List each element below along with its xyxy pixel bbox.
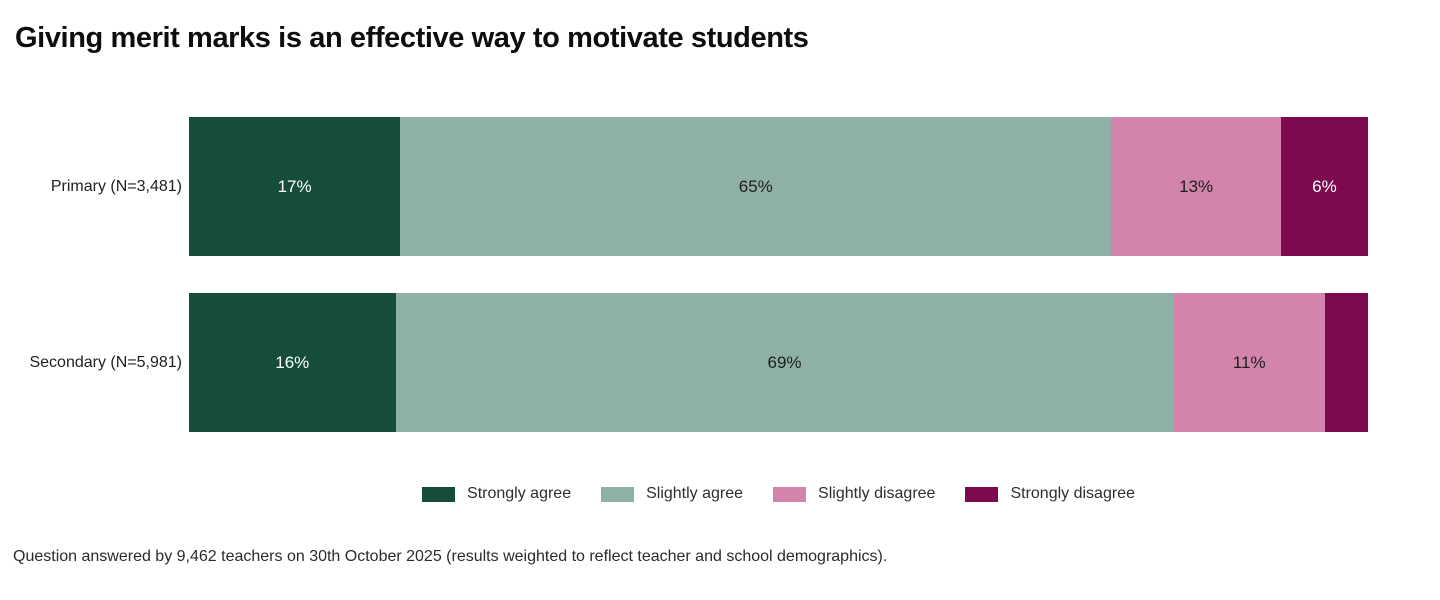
- legend-item-slightly-disagree: Slightly disagree: [773, 485, 935, 503]
- segment-strongly-agree: 17%: [189, 117, 401, 256]
- stacked-bar: 17% 65% 13% 6%: [189, 117, 1368, 256]
- legend-label: Slightly agree: [646, 485, 744, 502]
- value-label: 6%: [1312, 176, 1337, 196]
- category-label: Secondary (N=5,981): [29, 353, 182, 371]
- value-label: 65%: [738, 176, 773, 196]
- legend: Strongly agree Slightly agree Slightly dis…: [189, 485, 1368, 503]
- legend-swatch: [965, 486, 999, 502]
- legend-label: Strongly disagree: [1010, 485, 1135, 502]
- legend-swatch: [773, 486, 807, 502]
- bar-row: Primary (N=3,481) 17% 65% 13% 6%: [0, 117, 1440, 256]
- chart-title: Giving merit marks is an effective way t…: [15, 22, 809, 54]
- footnote: Question answered by 9,462 teachers on 3…: [13, 548, 888, 565]
- legend-item-strongly-agree: Strongly agree: [422, 485, 571, 503]
- value-label: 11%: [1232, 352, 1266, 372]
- segment-slightly-disagree: 11%: [1173, 293, 1325, 432]
- legend-swatch: [601, 486, 635, 502]
- segment-slightly-agree: 65%: [400, 117, 1112, 256]
- value-label: 13%: [1179, 176, 1214, 196]
- segment-slightly-agree: 69%: [395, 293, 1174, 432]
- segment-strongly-disagree: 6%: [1280, 117, 1368, 256]
- segment-strongly-disagree: [1324, 293, 1368, 432]
- value-label: 69%: [767, 352, 802, 372]
- value-label: 17%: [277, 176, 312, 196]
- segment-strongly-agree: 16%: [189, 293, 396, 432]
- legend-item-strongly-disagree: Strongly disagree: [965, 485, 1135, 503]
- stacked-bar-chart: Primary (N=3,481) 17% 65% 13% 6% Secondary (N…: [0, 117, 1440, 469]
- legend-label: Strongly agree: [467, 485, 572, 502]
- legend-item-slightly-agree: Slightly agree: [601, 485, 743, 503]
- legend-label: Slightly disagree: [818, 485, 936, 502]
- bar-row: Secondary (N=5,981) 16% 69% 11%: [0, 293, 1440, 432]
- legend-swatch: [422, 486, 456, 502]
- stacked-bar: 16% 69% 11%: [189, 293, 1368, 432]
- segment-slightly-disagree: 13%: [1111, 117, 1281, 256]
- value-label: 16%: [275, 352, 310, 372]
- category-label: Primary (N=3,481): [50, 177, 182, 195]
